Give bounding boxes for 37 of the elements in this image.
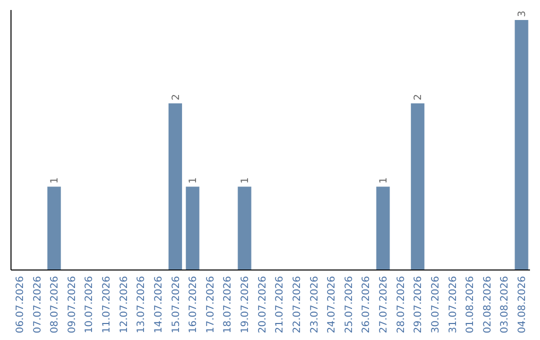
x-tick-label: 31.07.2026	[448, 276, 459, 334]
x-tick-label: 22.07.2026	[292, 276, 303, 334]
x-tick-label: 21.07.2026	[274, 276, 286, 334]
data-label: 1	[188, 177, 200, 184]
x-tick-label: 01.08.2026	[465, 276, 476, 334]
x-tick-label: 17.07.2026	[205, 276, 216, 334]
x-tick-label: 09.07.2026	[66, 276, 78, 334]
data-label: 1	[240, 177, 252, 184]
x-tick-label: 04.08.2026	[517, 276, 528, 334]
x-tick-label: 10.07.2026	[84, 276, 96, 334]
x-tick-label: 07.07.2026	[32, 276, 44, 334]
x-tick-label: 19.07.2026	[240, 276, 252, 334]
x-tick-label: 18.07.2026	[222, 276, 234, 334]
data-label: 2	[413, 94, 424, 100]
data-label: 2	[170, 94, 182, 100]
x-tick-label: 27.07.2026	[378, 276, 390, 334]
x-tick-label: 30.07.2026	[430, 276, 442, 334]
x-tick-label: 12.07.2026	[118, 276, 130, 334]
data-label: 1	[378, 177, 390, 184]
x-tick-label: 08.07.2026	[50, 276, 61, 334]
x-tick-label: 20.07.2026	[257, 276, 268, 334]
x-tick-label: 14.07.2026	[153, 276, 164, 334]
x-tick-label: 23.07.2026	[309, 276, 320, 334]
x-tick-label: 06.07.2026	[14, 276, 26, 334]
x-tick-label: 13.07.2026	[136, 276, 148, 334]
data-label: 1	[50, 177, 61, 184]
x-tick-label: 29.07.2026	[413, 276, 424, 334]
x-tick-label: 24.07.2026	[326, 276, 338, 334]
x-tick-label: 26.07.2026	[361, 276, 372, 334]
x-tick-label: 02.08.2026	[482, 276, 494, 334]
x-tick-label: 28.07.2026	[396, 276, 407, 334]
x-tick-label: 11.07.2026	[102, 276, 113, 334]
data-label: 3	[517, 10, 528, 17]
x-tick-label: 15.07.2026	[170, 276, 182, 334]
x-tick-label: 25.07.2026	[344, 276, 355, 334]
x-tick-label: 03.08.2026	[500, 276, 511, 334]
x-tick-label: 16.07.2026	[188, 276, 200, 334]
